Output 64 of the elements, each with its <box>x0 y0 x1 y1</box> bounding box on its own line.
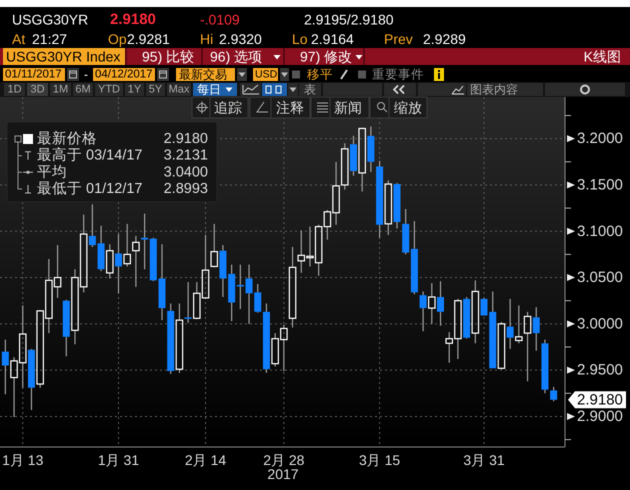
xtick-label: 3月 31 <box>463 452 505 468</box>
annotation: Prev <box>384 31 413 47</box>
annotation: 96) 选项 <box>210 48 262 64</box>
ytick-label: 2.9500 <box>577 362 623 379</box>
xtick-label: 1月 31 <box>98 452 140 468</box>
annotation: 1M <box>52 84 68 96</box>
annotation: 97) 修改 <box>300 48 352 64</box>
annotation: USD <box>255 68 278 80</box>
annotation: 重要事件 <box>372 68 424 82</box>
ytick-label: 3.2000 <box>577 130 623 148</box>
annotation: 追踪 <box>214 100 242 116</box>
xlabel: 2017 <box>267 466 299 482</box>
annotation: 2.9180 <box>164 131 208 147</box>
annotation: 2.9281 <box>127 31 170 47</box>
annotation: 表 <box>304 82 316 96</box>
annotation: 01/11/2017 <box>5 68 62 80</box>
ytick-label: 3.0500 <box>577 269 623 286</box>
ytick-label: 2.9000 <box>577 408 623 425</box>
xtick-label: 1月 13 <box>2 452 44 468</box>
annotation: 平均 <box>37 164 67 180</box>
annotation: 2.9320 <box>219 31 262 47</box>
ytick-label: 3.0000 <box>577 315 623 332</box>
ytick-label: 3.1000 <box>577 222 623 240</box>
annotation: 2.9180 <box>577 391 623 408</box>
annotation: 最新交易 <box>179 68 227 82</box>
annotation: 5Y <box>148 84 162 96</box>
annotation: 6M <box>75 84 91 96</box>
annotation: 2.9289 <box>423 31 466 47</box>
annotation: Op <box>108 31 127 47</box>
annotation: USGG30YR Index <box>6 48 120 64</box>
annotation: 2.9164 <box>311 31 354 47</box>
xtick-label: 2月 14 <box>184 452 226 468</box>
annotation: 2.8993 <box>164 181 208 197</box>
annotation: -.0109 <box>200 12 240 28</box>
xtick-label: 2月 28 <box>263 452 304 468</box>
annotation: 3.2131 <box>164 148 208 164</box>
ytick-label: 3.1500 <box>577 176 623 194</box>
annotation: 3D <box>30 84 45 96</box>
annotation: 1D <box>7 84 22 96</box>
annotation: 04/12/2017 <box>95 68 153 80</box>
annotation: 3.0400 <box>164 164 208 180</box>
annotation: K线图 <box>584 48 621 64</box>
annotation: 注释 <box>276 100 304 116</box>
annotation: YTD <box>98 84 120 96</box>
annotation: 新闻 <box>334 100 362 116</box>
annotation: 1Y <box>128 84 142 96</box>
xtick-label: 3月 15 <box>358 452 400 468</box>
annotation: 95) 比较 <box>142 48 194 64</box>
annotation: 最低于 01/12/17 <box>37 181 142 197</box>
annotation: 最高于 03/14/17 <box>37 148 142 164</box>
annotation: USGG30YR <box>12 12 88 28</box>
annotation: - <box>84 68 88 82</box>
annotation: At <box>12 31 26 47</box>
annotation: Lo <box>292 31 308 47</box>
annotation: 移平 <box>307 68 333 82</box>
annotation: 2.9180 <box>110 11 156 28</box>
annotation: Max <box>168 84 190 96</box>
annotation: 图表内容 <box>470 82 518 96</box>
annotation: 2.9195/2.9180 <box>304 12 394 28</box>
annotation: 每日 <box>197 82 221 96</box>
annotation: Hi <box>200 31 214 47</box>
legend-label: 最新价格 <box>37 131 97 147</box>
annotation: 21:27 <box>32 31 68 47</box>
annotation: 缩放 <box>394 100 422 116</box>
